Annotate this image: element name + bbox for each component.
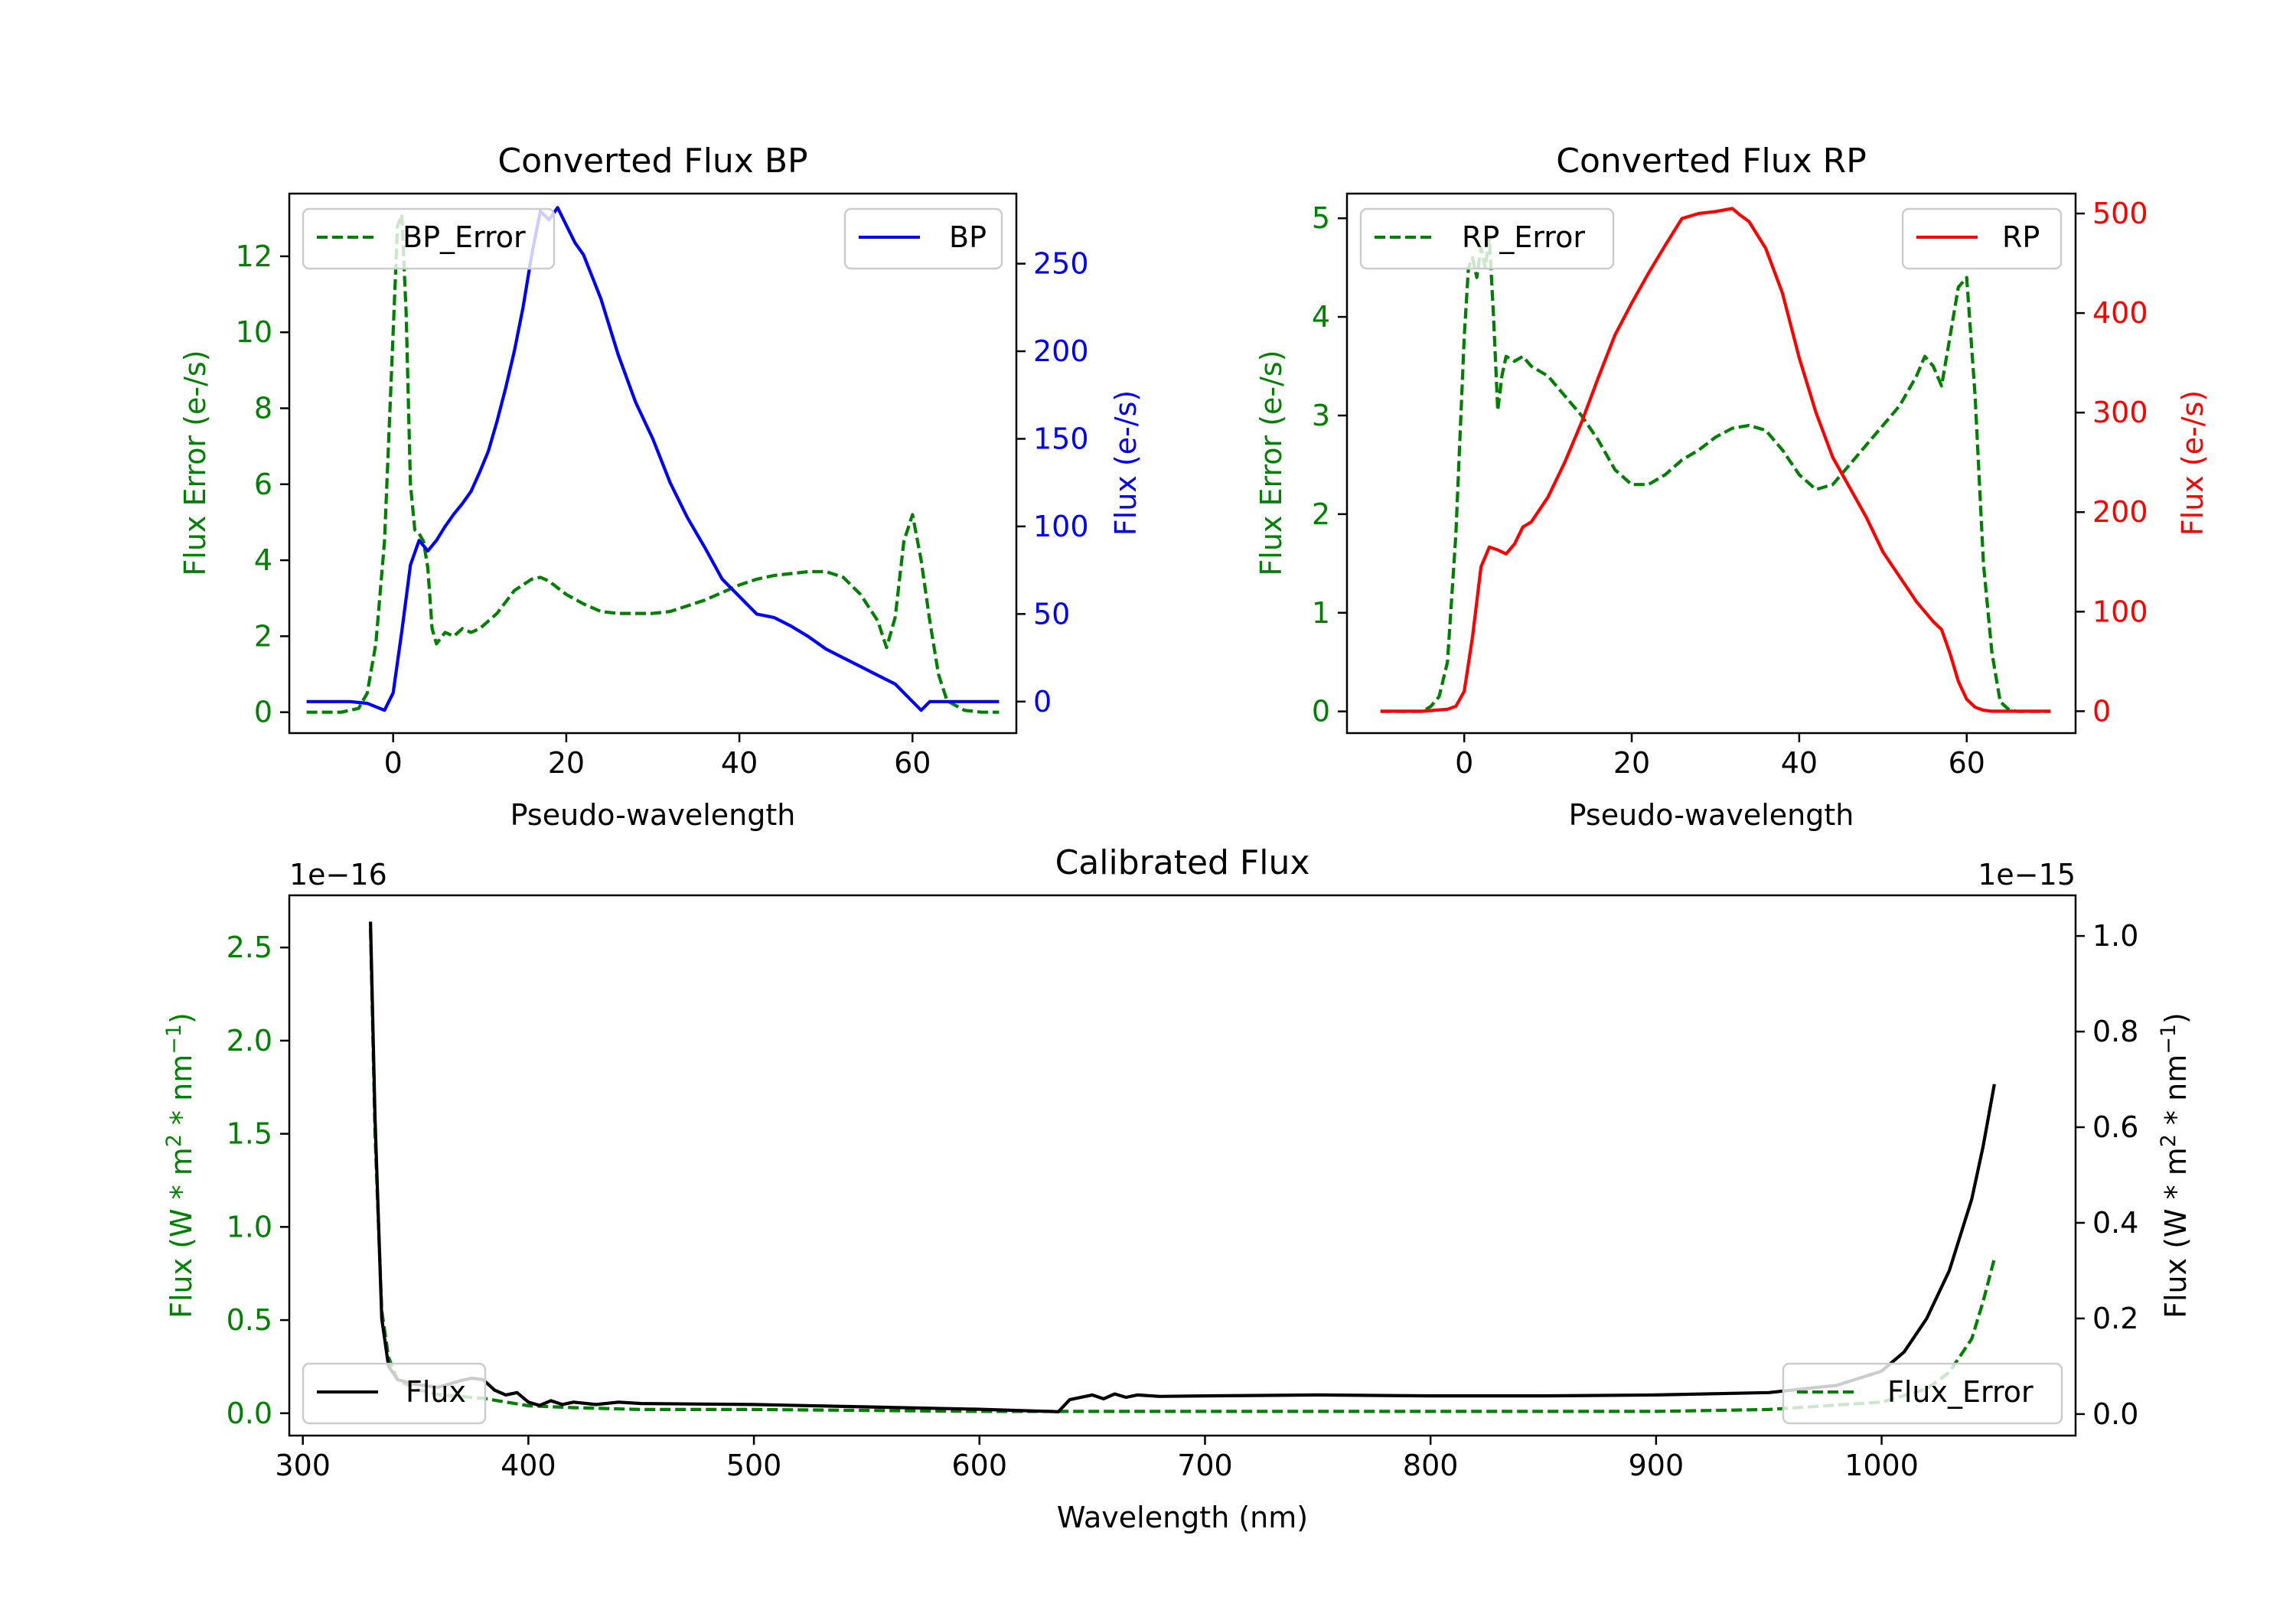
calibrated-series-flux-error-line (369, 928, 1996, 1413)
bp-xlabel: Pseudo-wavelength (510, 798, 796, 832)
calibrated-xtick-label: 700 (1177, 1449, 1233, 1482)
rp-series-rp-line (1380, 207, 2051, 713)
calibrated-xtick-label: 900 (1629, 1449, 1684, 1482)
rp-xlabel: Pseudo-wavelength (1569, 798, 1854, 832)
bp-ytick-left-label: 6 (254, 468, 272, 501)
rp-xtick-label: 40 (1781, 746, 1818, 780)
rp-ytick-left-label: 4 (1312, 300, 1330, 334)
flux-legend-label: Flux (406, 1375, 466, 1409)
bp-ytick-right-label: 150 (1033, 422, 1089, 455)
bp-legend: BP (843, 207, 1003, 270)
bp-ytick-left-label: 4 (254, 543, 272, 577)
rp-ytick-right-label: 300 (2092, 396, 2148, 429)
rp-axes-frame (1345, 192, 2077, 735)
bp-error-legend: BP_Error (302, 207, 556, 270)
calibrated-ylabel-left: Flux (W * m2 * nm−1) (162, 1012, 198, 1319)
bp-ytick-left-label: 0 (254, 696, 272, 729)
right-offset-text: 1e−15 (1978, 858, 2076, 892)
flux-error-legend-label: Flux_Error (1887, 1375, 2033, 1409)
calibrated-ytick-right-label: 0.4 (2092, 1206, 2138, 1240)
calibrated-xtick-label: 400 (501, 1449, 556, 1482)
rp-xtick-label: 20 (1613, 746, 1650, 780)
calibrated-ytick-left-label: 2.5 (227, 931, 272, 964)
calibrated-axes-frame (288, 894, 2077, 1437)
bp-ytick-right-label: 100 (1033, 510, 1089, 543)
rp-xtick-label: 0 (1455, 746, 1473, 780)
rp-ytick-right-label: 400 (2092, 296, 2148, 330)
bp-series-bp-line (306, 206, 1000, 712)
left-offset-text: 1e−16 (289, 858, 387, 892)
calibrated-xtick-label: 600 (952, 1449, 1008, 1482)
bp-ytick-right-label: 250 (1033, 247, 1089, 281)
calibrated-xtick-label: 500 (726, 1449, 782, 1482)
rp-series-rp-error-line (1380, 236, 2051, 713)
rp-ylabel-right: Flux (e-/s) (2176, 390, 2210, 536)
rp-ytick-left-label: 5 (1312, 201, 1330, 235)
rp-ytick-right-label: 500 (2092, 197, 2148, 230)
bp-xtick-label: 60 (894, 746, 931, 780)
calibrated-ytick-left-label: 0.5 (227, 1303, 272, 1337)
bp-ylabel-right: Flux (e-/s) (1109, 390, 1143, 536)
calibrated-ylabel-right: Flux (W * m2 * nm−1) (2157, 1012, 2193, 1319)
rp-error-legend-label: RP_Error (1462, 220, 1585, 254)
bp-ytick-right-label: 50 (1033, 597, 1070, 631)
bp-ytick-left-label: 8 (254, 392, 272, 425)
flux-error-legend: Flux_Error (1782, 1362, 2063, 1425)
rp-ytick-right-label: 0 (2092, 694, 2111, 728)
calibrated-ytick-left-label: 2.0 (227, 1024, 272, 1058)
rp-xtick-label: 60 (1949, 746, 1985, 780)
calibrated-xlabel: Wavelength (nm) (1057, 1501, 1308, 1534)
bp-series-bp-error-line (306, 213, 1000, 714)
rp-legend: RP (1901, 207, 2063, 270)
calibrated-xtick-label: 1000 (1844, 1449, 1919, 1482)
calibrated-panel: Calibrated Flux 300 400 500 600 700 800 900 100… (162, 843, 2193, 1534)
bp-legend-label: BP (949, 220, 987, 254)
calibrated-ytick-left-label: 1.5 (227, 1117, 272, 1151)
bp-axes-frame (288, 192, 1018, 735)
calibrated-ytick-right-label: 1.0 (2092, 919, 2138, 953)
rp-title: Converted Flux RP (1556, 142, 1867, 181)
calibrated-ytick-right-label: 0.6 (2092, 1110, 2138, 1144)
calibrated-ytick-right-label: 0.0 (2092, 1397, 2138, 1431)
calibrated-series-flux-line (369, 921, 1996, 1413)
rp-ytick-right-label: 200 (2092, 495, 2148, 529)
rp-ytick-left-label: 2 (1312, 497, 1330, 531)
bp-ytick-left-label: 10 (236, 315, 272, 349)
bp-ytick-right-label: 200 (1033, 334, 1089, 368)
flux-legend: Flux (302, 1362, 487, 1425)
calibrated-title: Calibrated Flux (1055, 843, 1310, 882)
calibrated-ytick-right-label: 0.8 (2092, 1015, 2138, 1048)
calibrated-xtick-label: 800 (1403, 1449, 1459, 1482)
bp-ylabel-left: Flux Error (e-/s) (178, 350, 212, 575)
calibrated-ytick-left-label: 0.0 (227, 1397, 272, 1430)
rp-panel: Converted Flux RP 0 20 40 60 0 1 2 3 4 5 0 100 200… (1254, 142, 2210, 832)
bp-ytick-left-label: 2 (254, 619, 272, 653)
rp-ytick-right-label: 100 (2092, 595, 2148, 628)
bp-ytick-left-label: 12 (236, 240, 272, 273)
bp-xtick-label: 0 (384, 746, 403, 780)
rp-legend-label: RP (2002, 220, 2040, 254)
calibrated-ytick-right-label: 0.2 (2092, 1302, 2138, 1335)
rp-error-legend: RP_Error (1359, 207, 1615, 270)
rp-ytick-left-label: 3 (1312, 399, 1330, 432)
bp-ytick-right-label: 0 (1033, 685, 1052, 719)
bp-xtick-label: 40 (721, 746, 758, 780)
rp-ylabel-left: Flux Error (e-/s) (1254, 350, 1288, 575)
calibrated-ytick-left-label: 1.0 (227, 1210, 272, 1244)
calibrated-xtick-label: 300 (275, 1449, 331, 1482)
bp-xtick-label: 20 (548, 746, 585, 780)
bp-title: Converted Flux BP (497, 142, 807, 181)
rp-ytick-left-label: 0 (1312, 695, 1330, 729)
bp-error-legend-label: BP_Error (403, 220, 526, 254)
bp-panel: Converted Flux BP 0 20 40 60 0 2 4 6 8 10 12 0 50 1… (178, 142, 1143, 832)
rp-ytick-left-label: 1 (1312, 596, 1330, 630)
